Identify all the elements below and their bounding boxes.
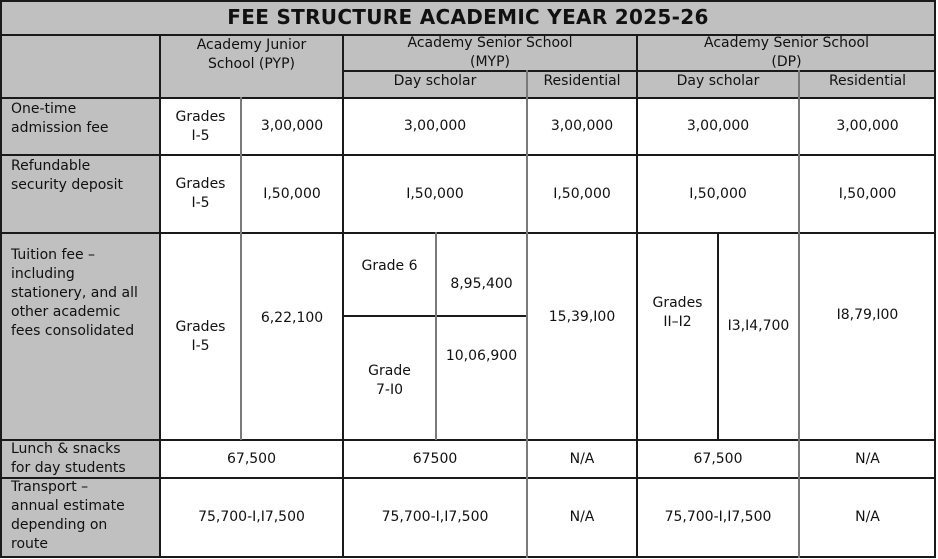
tuition-dp-grades: Grades II–I2 [637,233,718,440]
row-label-admission: One-time admission fee [0,98,160,155]
deposit-myp-day: I,50,000 [343,155,527,233]
grid-line [0,477,936,479]
table-title: FEE STRUCTURE ACADEMIC YEAR 2025-26 [0,0,936,35]
deposit-pyp-fee: I,50,000 [241,155,343,233]
header-dp-day-scholar: Day scholar [637,71,799,98]
tuition-dp-day: I3,I4,700 [718,233,799,440]
tuition-dp-res: I8,79,I00 [799,233,936,440]
grid-line [0,439,936,441]
grid-line [240,97,242,440]
lunch-pyp: 67,500 [160,440,343,478]
grid-line [717,232,719,440]
admission-dp-day: 3,00,000 [637,98,799,155]
header-dp-residential: Residential [799,71,936,98]
grid-line [934,0,936,558]
grid-line [0,232,936,234]
transport-dp-res: N/A [799,478,936,557]
grid-line [0,97,936,99]
grid-line [0,154,936,156]
tuition-myp-grade6-fee: 8,95,400 [436,233,527,316]
tuition-myp-grade7-10-fee: 10,06,900 [436,316,527,440]
tuition-pyp-fee: 6,22,100 [241,233,343,440]
admission-myp-res: 3,00,000 [527,98,637,155]
grid-line [159,34,161,558]
lunch-myp-day: 67500 [343,440,527,478]
grid-line [0,34,936,36]
transport-myp-res: N/A [527,478,637,557]
lunch-dp-day: 67,500 [637,440,799,478]
deposit-pyp-grades: Grades I-5 [160,155,241,233]
grid-line [342,34,344,558]
header-myp-residential: Residential [527,71,637,98]
grid-line [798,70,800,558]
transport-myp-day: 75,700-I,I7,500 [343,478,527,557]
lunch-myp-res: N/A [527,440,637,478]
header-pyp: Academy Junior School (PYP) [160,35,343,98]
row-label-transport: Transport – annual estimate depending on… [0,478,160,557]
deposit-dp-day: I,50,000 [637,155,799,233]
header-dp: Academy Senior School (DP) [637,35,936,71]
grid-line [343,70,936,72]
lunch-dp-res: N/A [799,440,936,478]
header-myp-day-scholar: Day scholar [343,71,527,98]
admission-dp-res: 3,00,000 [799,98,936,155]
deposit-myp-res: I,50,000 [527,155,637,233]
grid-line [435,232,437,440]
grid-line [0,0,936,2]
header-myp: Academy Senior School (MYP) [343,35,637,71]
tuition-myp-res: 15,39,I00 [527,233,637,440]
transport-pyp: 75,700-I,I7,500 [160,478,343,557]
header-blank-cell [0,35,160,98]
tuition-myp-grade6: Grade 6 [343,233,436,316]
row-label-tuition: Tuition fee – including stationery, and … [0,233,160,440]
tuition-myp-grade7-10: Grade 7-I0 [343,316,436,440]
tuition-pyp-grades: Grades I-5 [160,233,241,440]
row-label-deposit: Refundable security deposit [0,155,160,233]
grid-line [0,556,936,558]
admission-pyp-fee: 3,00,000 [241,98,343,155]
deposit-dp-res: I,50,000 [799,155,936,233]
grid-line [636,34,638,558]
admission-myp-day: 3,00,000 [343,98,527,155]
row-label-lunch: Lunch & snacks for day students [0,440,160,478]
grid-line [0,0,2,558]
admission-pyp-grades: Grades I-5 [160,98,241,155]
transport-dp-day: 75,700-I,I7,500 [637,478,799,557]
grid-line [526,70,528,558]
